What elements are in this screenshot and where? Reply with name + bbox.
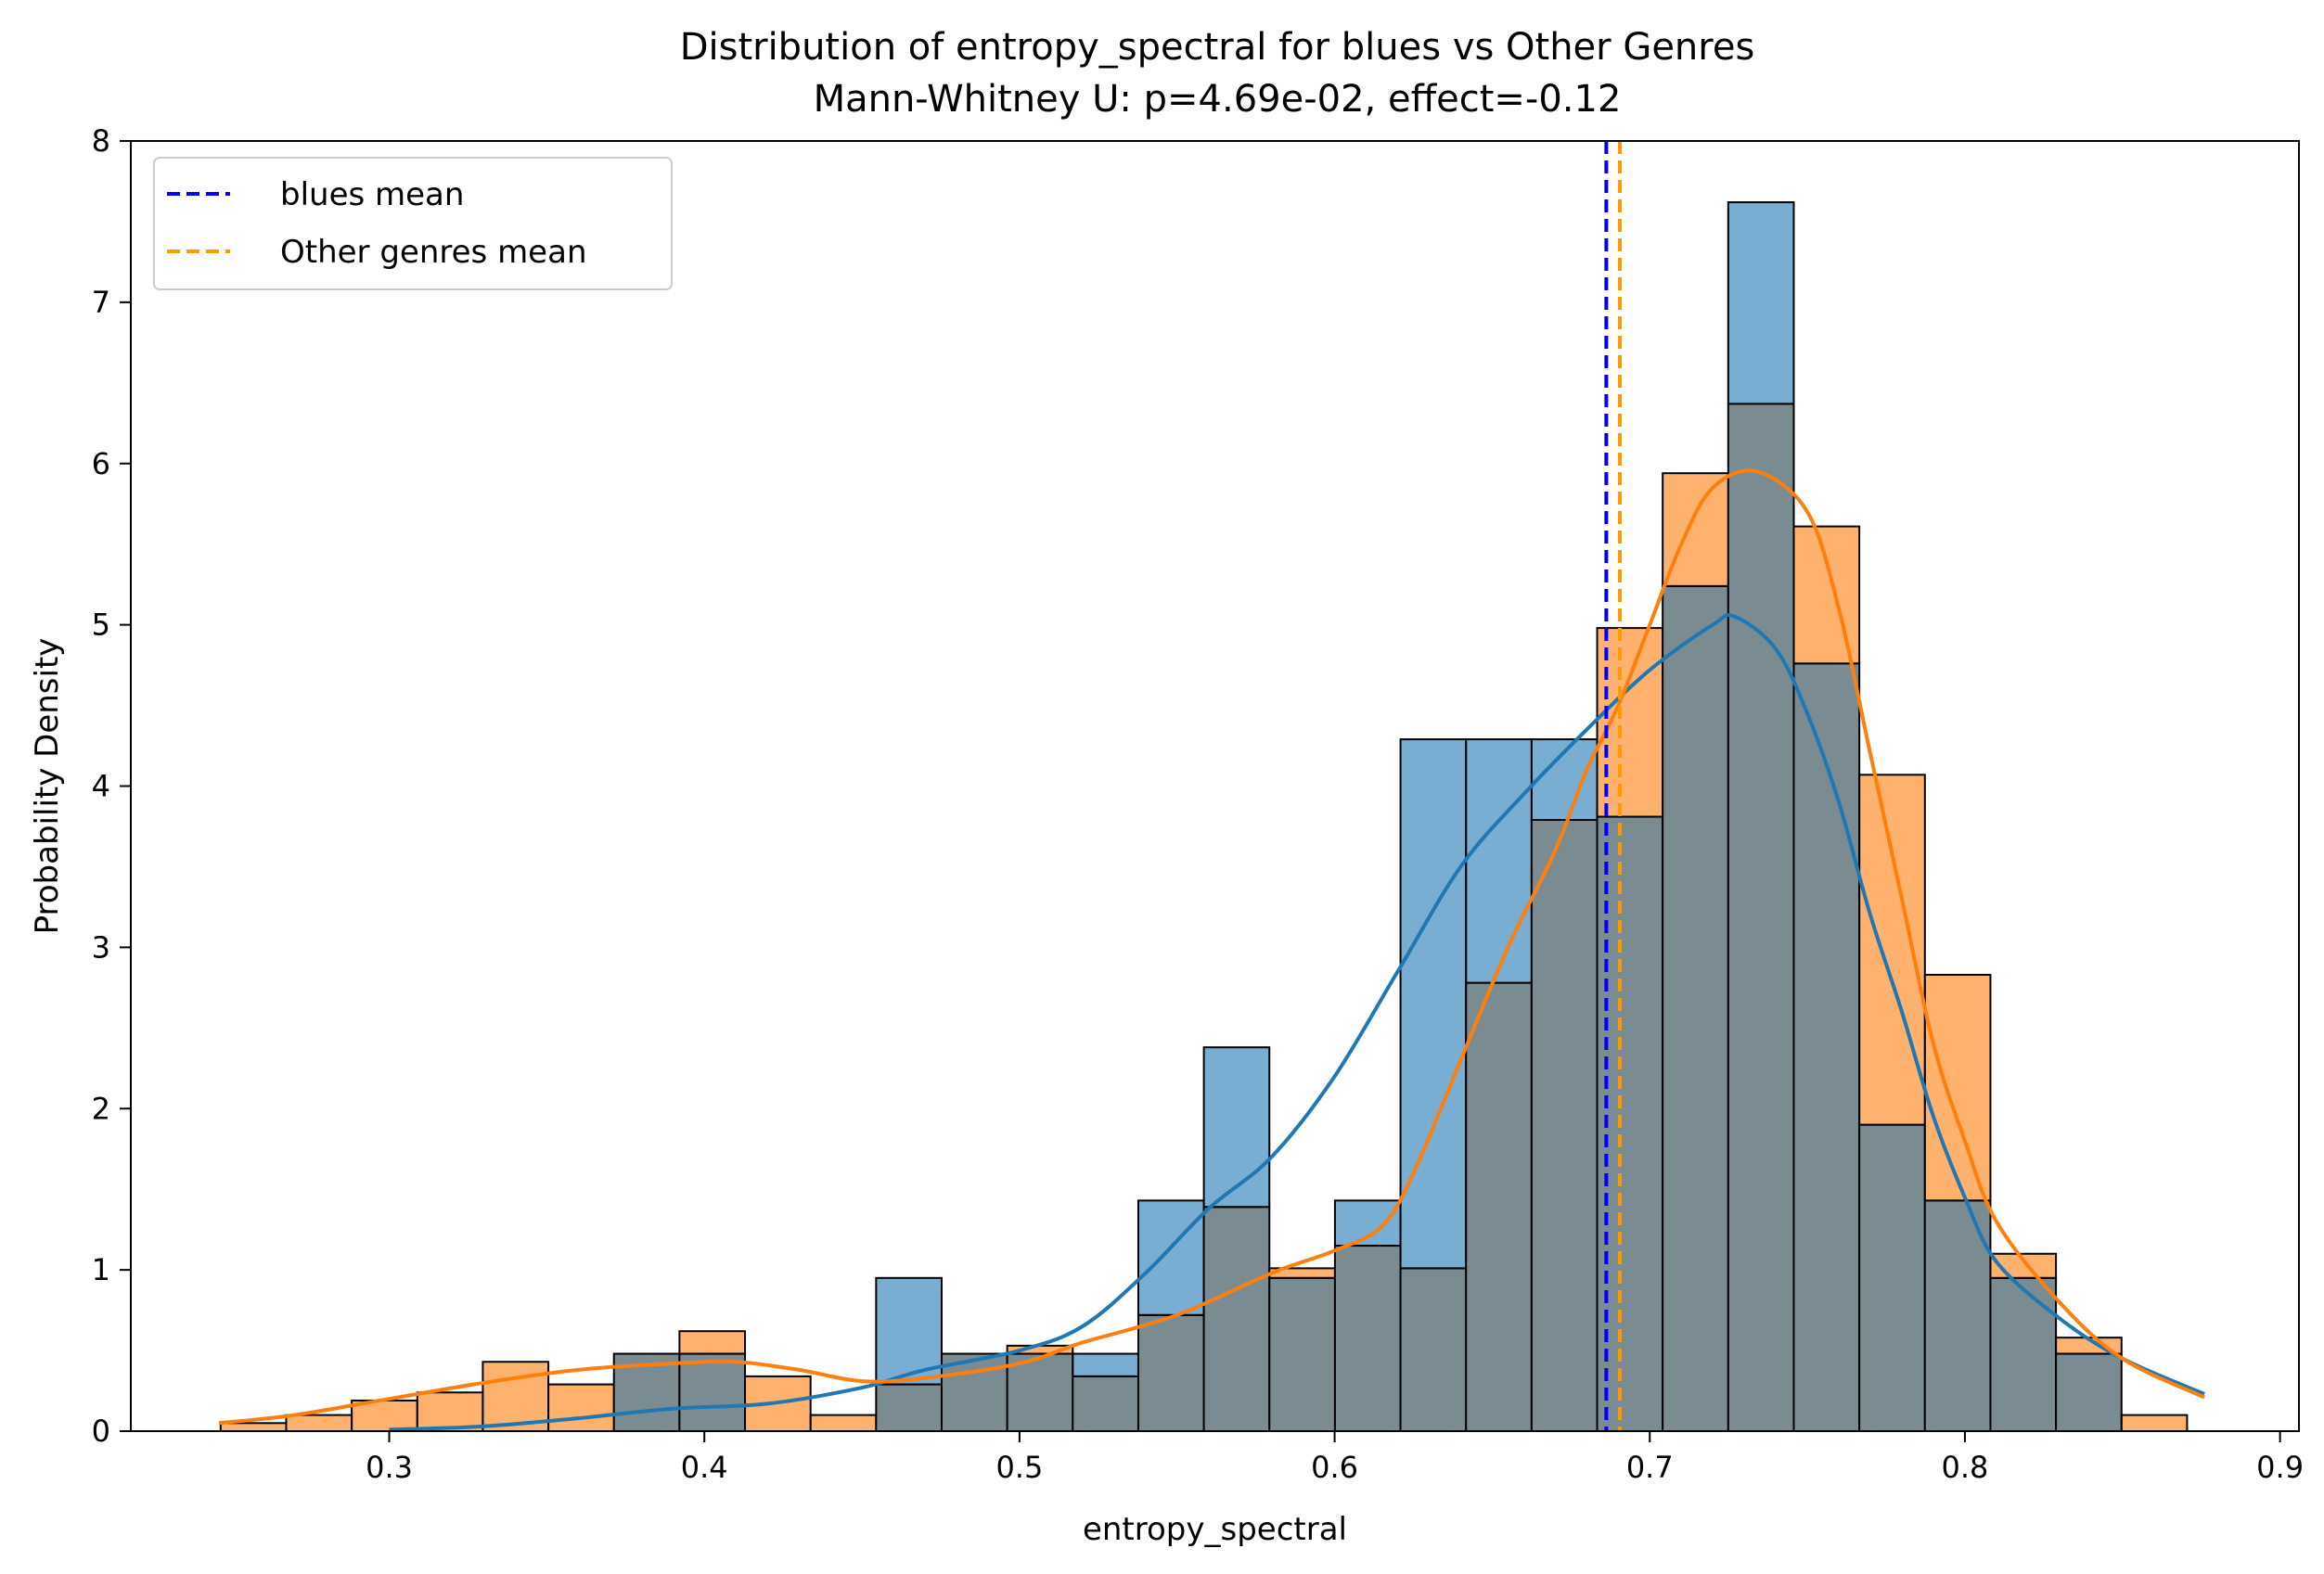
kde-curve-other-genres [218,468,2205,1426]
y-axis-ticks: 0 1 2 3 4 5 6 7 8 [92,123,131,1449]
y-tick-label: 1 [92,1252,110,1287]
histogram-bar-other-genres [678,1330,747,1355]
bars-layer [219,201,2189,1433]
y-tick-label: 0 [92,1414,110,1449]
histogram-bar-other-genres [2120,1414,2189,1433]
histogram-bar-overlap [1006,1352,1074,1433]
histogram-bar-blues [1072,1352,1139,1377]
histogram-bar-blues [1333,1199,1402,1248]
histogram-bar-overlap [678,1352,747,1433]
histogram-bar-overlap [2055,1352,2123,1433]
x-tick-label: 0.4 [681,1450,728,1485]
histogram-bar-other-genres [219,1422,288,1433]
x-tick-label: 0.5 [995,1450,1043,1485]
legend-label-blues-mean: blues mean [280,176,464,213]
legend: blues mean Other genres mean [153,157,673,290]
histogram-bar-other-genres [1923,973,1992,1202]
x-axis-ticks: 0.3 0.4 0.5 0.6 0.7 0.8 0.9 [366,1431,2304,1485]
mean-lines [1604,141,1622,1431]
y-tick-label: 2 [92,1091,110,1126]
kde-layer [218,468,2205,1432]
chart-subtitle: Mann-Whitney U: p=4.69e-02, effect=-0.12 [814,78,1622,121]
histogram-bar-overlap [1858,1123,1926,1432]
histogram-bar-blues [1202,1046,1271,1209]
y-tick-label: 7 [92,285,110,320]
histogram-bar-overlap [1792,662,1861,1432]
x-tick-label: 0.9 [2256,1450,2304,1485]
histogram-bar-overlap [1465,981,1533,1432]
histogram-bar-other-genres [1662,472,1729,587]
x-axis-label: entropy_spectral [1083,1511,1347,1548]
x-tick-label: 0.7 [1626,1450,1674,1485]
chart-title: Distribution of entropy_spectral for blu… [680,26,1755,69]
x-tick-label: 0.8 [1941,1450,1988,1485]
histogram-bar-blues [1727,201,1795,405]
histogram-bar-overlap [1136,1313,1205,1433]
histogram-bar-overlap [1072,1375,1139,1432]
histogram-bar-other-genres [809,1414,878,1433]
histogram-bar-overlap [1202,1206,1271,1432]
histogram-bar-overlap [1530,819,1599,1432]
kde-curve-blues [389,613,2205,1432]
histogram-bar-other-genres [285,1414,353,1433]
histogram-bar-other-genres [1858,774,1926,1126]
histogram-bar-blues [1136,1199,1205,1316]
histogram-bar-overlap [1268,1276,1336,1432]
histogram-bar-overlap [1662,584,1729,1432]
y-tick-label: 6 [92,446,110,481]
y-tick-label: 4 [92,769,110,804]
y-axis-label: Probability Density [29,638,66,935]
histogram-bar-overlap [1333,1245,1402,1432]
y-tick-label: 5 [92,608,110,643]
legend-box [153,157,673,290]
histogram-bar-other-genres [1792,525,1861,665]
x-tick-label: 0.3 [366,1450,413,1485]
histogram-bar-blues [1465,738,1533,984]
histogram-bar-overlap [1923,1199,1992,1433]
histogram-bar-blues [1399,738,1468,1270]
plot-area [130,140,2300,1433]
histogram-bar-blues [875,1276,943,1386]
legend-label-other-genres-mean: Other genres mean [280,234,587,271]
histogram-bar-overlap [875,1383,943,1433]
histogram-bar-overlap [1399,1267,1468,1432]
y-tick-label: 3 [92,929,110,965]
histogram-bar-other-genres [547,1383,615,1433]
y-tick-label: 8 [92,123,110,159]
x-tick-label: 0.6 [1311,1450,1358,1485]
histogram-bar-overlap [1727,403,1795,1432]
histogram-bar-overlap [1989,1276,2058,1432]
